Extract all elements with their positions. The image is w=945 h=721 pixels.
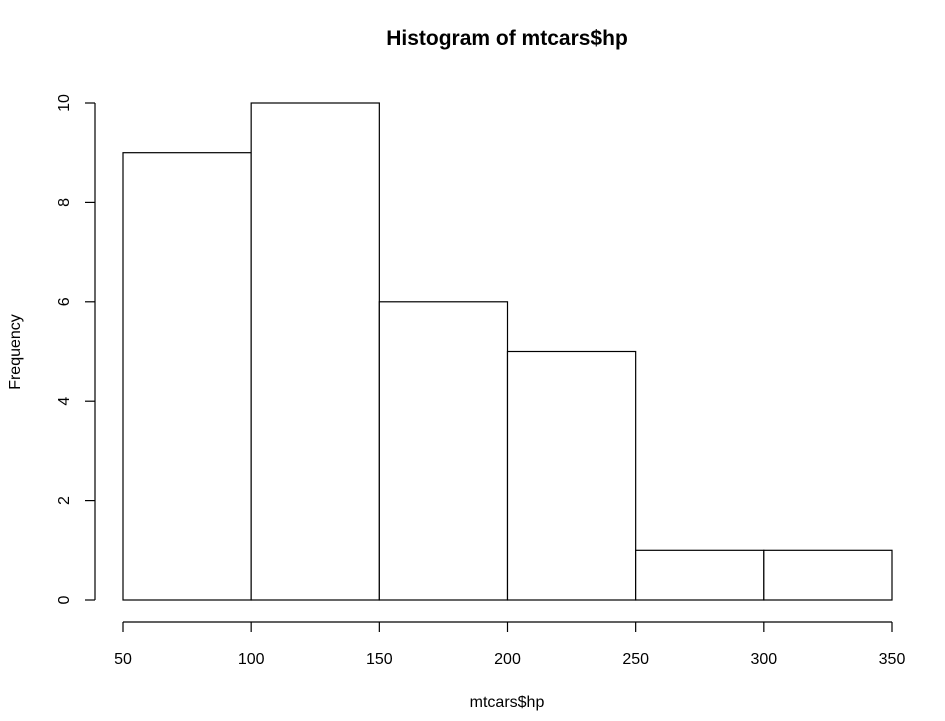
y-tick-label-10: 10 [56, 94, 73, 112]
y-tick-label-4: 4 [56, 397, 73, 406]
x-tick-label-300: 300 [750, 651, 777, 668]
histogram-bar-1 [122, 152, 252, 601]
x-tick-label-200: 200 [494, 651, 521, 668]
y-tick-label-6: 6 [56, 297, 73, 306]
y-axis: 0 2 4 6 8 10 [56, 94, 96, 604]
x-tick-label-350: 350 [879, 651, 906, 668]
y-axis-label: Frequency [7, 314, 24, 390]
x-axis: 50 100 150 200 250 300 350 [114, 621, 906, 668]
x-tick-label-50: 50 [114, 651, 132, 668]
histogram-bar-3 [378, 301, 509, 601]
histogram-bar-5 [635, 549, 765, 601]
y-tick-label-0: 0 [56, 595, 73, 604]
histogram-bar-4 [506, 350, 637, 601]
y-tick-label-2: 2 [56, 496, 73, 505]
x-tick-label-100: 100 [238, 651, 265, 668]
histogram-bar-6 [763, 549, 893, 601]
bars-group [122, 102, 893, 601]
chart-title: Histogram of mtcars$hp [386, 27, 628, 50]
x-axis-label: mtcars$hp [470, 694, 545, 711]
histogram-bar-2 [250, 102, 380, 601]
x-tick-label-150: 150 [366, 651, 393, 668]
y-tick-label-8: 8 [56, 198, 73, 207]
x-tick-label-250: 250 [622, 651, 649, 668]
